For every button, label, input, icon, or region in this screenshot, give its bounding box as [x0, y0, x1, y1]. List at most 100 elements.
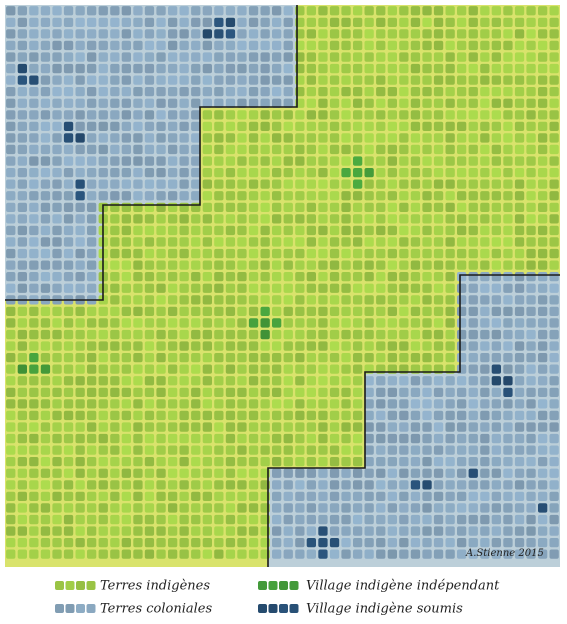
cell [318, 29, 328, 39]
cell [526, 457, 536, 467]
cell [63, 133, 74, 143]
cell [191, 433, 201, 444]
cell [376, 272, 386, 282]
cell [87, 191, 97, 201]
cell [445, 410, 455, 421]
cell [526, 341, 536, 351]
cell [191, 514, 201, 525]
cell [422, 248, 432, 259]
cell [248, 445, 259, 455]
cell [260, 191, 270, 201]
cell [214, 272, 224, 282]
cell [364, 295, 374, 305]
cell [526, 295, 536, 305]
cell [156, 191, 166, 201]
cell [503, 491, 513, 501]
cell [168, 353, 178, 363]
cell [480, 318, 490, 328]
cell [433, 480, 444, 490]
cell [387, 29, 397, 39]
cell [248, 98, 259, 108]
cell [133, 433, 143, 444]
cell [549, 191, 559, 201]
cell [75, 364, 85, 374]
cell [353, 526, 363, 536]
cell [353, 260, 363, 270]
cell [75, 306, 85, 316]
cell [52, 214, 62, 224]
cell [191, 526, 201, 536]
cell [144, 283, 155, 293]
cell [283, 98, 293, 108]
cell [399, 63, 409, 74]
cell [260, 225, 270, 236]
cell [295, 121, 305, 131]
cell [168, 144, 178, 155]
cell [214, 179, 224, 189]
cell [353, 295, 363, 305]
cell [422, 110, 432, 120]
cell [237, 433, 247, 444]
cell [514, 75, 525, 85]
cell [306, 387, 316, 397]
cell [549, 387, 559, 397]
cell [364, 468, 374, 478]
cell [29, 272, 39, 282]
cell [364, 17, 374, 27]
cell [457, 237, 467, 247]
cell [179, 144, 189, 155]
cell [445, 283, 455, 293]
cell [306, 52, 316, 62]
cell [237, 225, 247, 236]
cell [6, 202, 16, 212]
cell [214, 526, 224, 536]
cell [364, 399, 374, 409]
cell [376, 75, 386, 85]
cell [399, 295, 409, 305]
cell [491, 295, 501, 305]
cell [329, 422, 340, 432]
cell [329, 63, 340, 74]
cell [29, 353, 39, 363]
cell [538, 156, 548, 166]
cell [480, 40, 490, 51]
cell [260, 121, 270, 131]
cell [549, 260, 559, 270]
cell [260, 376, 270, 386]
cell [214, 376, 224, 386]
cell [364, 422, 374, 432]
cell [248, 457, 259, 467]
cell [63, 214, 74, 224]
cell [433, 410, 444, 421]
cell [283, 237, 293, 247]
cell [52, 364, 62, 374]
cell [52, 306, 62, 316]
cell [179, 491, 189, 501]
cell [318, 225, 328, 236]
cell [40, 202, 51, 212]
cell [52, 156, 62, 166]
cell [75, 445, 85, 455]
cell [514, 410, 525, 421]
cell [468, 503, 478, 513]
cell [422, 63, 432, 74]
cell [457, 260, 467, 270]
cell [156, 40, 166, 51]
cell [526, 202, 536, 212]
cell [225, 480, 236, 490]
cell [248, 272, 259, 282]
cell [480, 480, 490, 490]
cell [6, 549, 16, 559]
cell [214, 480, 224, 490]
cell [526, 538, 536, 548]
cell [329, 445, 340, 455]
cell [503, 63, 513, 74]
cell [503, 40, 513, 51]
cell [480, 237, 490, 247]
cell [457, 329, 467, 340]
cell [191, 17, 201, 27]
cell [272, 549, 282, 559]
cell [422, 121, 432, 131]
cell [237, 283, 247, 293]
cell [6, 168, 16, 178]
